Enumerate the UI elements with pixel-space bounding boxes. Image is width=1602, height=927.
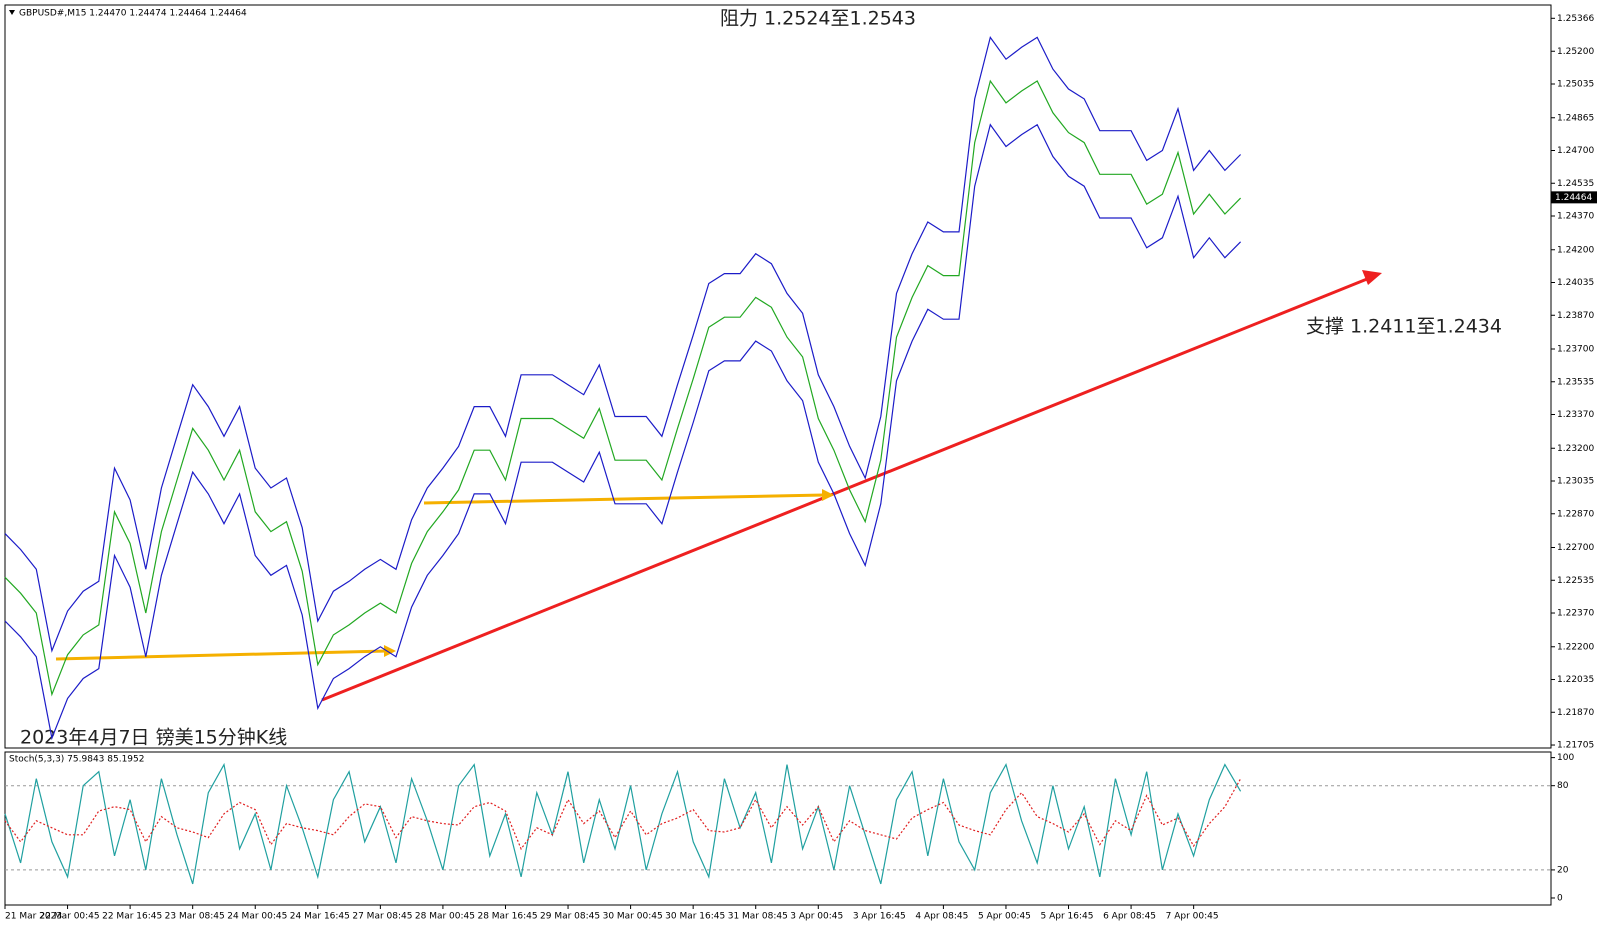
y-tick-label: 1.22535 bbox=[1557, 576, 1594, 586]
support-trendline bbox=[321, 275, 1373, 702]
x-tick-label: 27 Mar 08:45 bbox=[352, 912, 412, 922]
main-panel bbox=[4, 4, 1552, 749]
arrowhead bbox=[384, 645, 396, 657]
x-tick-label: 30 Mar 00:45 bbox=[603, 912, 663, 922]
resistance-note: 阻力 1.2524至1.2543 bbox=[720, 8, 916, 30]
y-tick-label: 1.23700 bbox=[1557, 345, 1594, 355]
y-tick-label: 1.24700 bbox=[1557, 146, 1594, 156]
y-tick-label: 1.23035 bbox=[1557, 477, 1594, 487]
y-tick-label: 1.25200 bbox=[1557, 47, 1594, 57]
price-label: 1.24464 bbox=[1555, 193, 1592, 203]
caption-note: 2023年4月7日 镑美15分钟K线 bbox=[20, 727, 287, 749]
x-tick-label: 28 Mar 16:45 bbox=[477, 912, 537, 922]
series-line bbox=[4, 778, 1242, 851]
y-tick-label: 1.24200 bbox=[1557, 245, 1594, 255]
y-tick-label: 1.23200 bbox=[1557, 444, 1594, 454]
x-tick-label: 5 Apr 16:45 bbox=[1041, 912, 1094, 922]
y-tick-label: 80 bbox=[1557, 781, 1569, 791]
price-box bbox=[1551, 191, 1597, 204]
x-tick-label: 6 Apr 08:45 bbox=[1103, 912, 1156, 922]
x-tick-label: 24 Mar 00:45 bbox=[227, 912, 287, 922]
y-tick-label: 1.21870 bbox=[1557, 708, 1594, 718]
x-tick-label: 22 Mar 16:45 bbox=[102, 912, 162, 922]
x-tick-label: 21 Mar 2023 bbox=[5, 912, 62, 922]
x-tick-label: 24 Mar 16:45 bbox=[290, 912, 350, 922]
y-tick-label: 1.24535 bbox=[1557, 179, 1594, 189]
series-line bbox=[4, 123, 1242, 741]
y-tick-label: 1.22870 bbox=[1557, 509, 1594, 519]
x-tick-label: 28 Mar 00:45 bbox=[415, 912, 475, 922]
menu-triangle bbox=[9, 10, 15, 15]
y-tick-label: 1.23370 bbox=[1557, 410, 1594, 420]
y-tick-label: 1.21705 bbox=[1557, 741, 1594, 751]
x-tick-label: 29 Mar 08:45 bbox=[540, 912, 600, 922]
stoch-title: Stoch(5,3,3) 75.9843 85.1952 bbox=[9, 755, 144, 765]
y-tick-label: 1.22200 bbox=[1557, 642, 1594, 652]
y-tick-label: 1.22370 bbox=[1557, 609, 1594, 619]
x-tick-label: 31 Mar 08:45 bbox=[728, 912, 788, 922]
y-tick-label: 20 bbox=[1557, 865, 1569, 875]
y-tick-label: 1.25035 bbox=[1557, 80, 1594, 90]
x-tick-label: 5 Apr 00:45 bbox=[978, 912, 1031, 922]
arrowhead bbox=[822, 489, 834, 501]
x-tick-label: 22 Mar 00:45 bbox=[40, 912, 100, 922]
chart-title: GBPUSD#,M15 1.24470 1.24474 1.24464 1.24… bbox=[19, 9, 247, 19]
y-tick-label: 1.24865 bbox=[1557, 113, 1594, 123]
x-tick-label: 3 Apr 00:45 bbox=[790, 912, 843, 922]
stoch-panel bbox=[4, 751, 1552, 906]
x-tick-label: 30 Mar 16:45 bbox=[665, 912, 725, 922]
y-tick-label: 1.22700 bbox=[1557, 543, 1594, 553]
y-tick-label: 1.24035 bbox=[1557, 278, 1594, 288]
x-tick-label: 7 Apr 00:45 bbox=[1166, 912, 1219, 922]
series-line bbox=[4, 79, 1242, 697]
y-tick-label: 100 bbox=[1557, 753, 1574, 763]
support-note: 支撑 1.2411至1.2434 bbox=[1306, 316, 1502, 338]
y-tick-label: 1.23870 bbox=[1557, 311, 1594, 321]
level-arrow bbox=[423, 493, 825, 505]
series-line bbox=[4, 762, 1242, 885]
series-line bbox=[4, 36, 1242, 653]
y-tick-label: 1.23535 bbox=[1557, 377, 1594, 387]
x-tick-label: 23 Mar 08:45 bbox=[165, 912, 225, 922]
x-tick-label: 3 Apr 16:45 bbox=[853, 912, 906, 922]
level-arrow bbox=[55, 649, 387, 661]
trend-arrowhead bbox=[1362, 270, 1382, 285]
y-tick-label: 0 bbox=[1557, 893, 1563, 903]
y-tick-label: 1.25366 bbox=[1557, 14, 1594, 24]
y-tick-label: 1.24370 bbox=[1557, 212, 1594, 222]
y-tick-label: 1.22035 bbox=[1557, 675, 1594, 685]
x-tick-label: 4 Apr 08:45 bbox=[915, 912, 968, 922]
